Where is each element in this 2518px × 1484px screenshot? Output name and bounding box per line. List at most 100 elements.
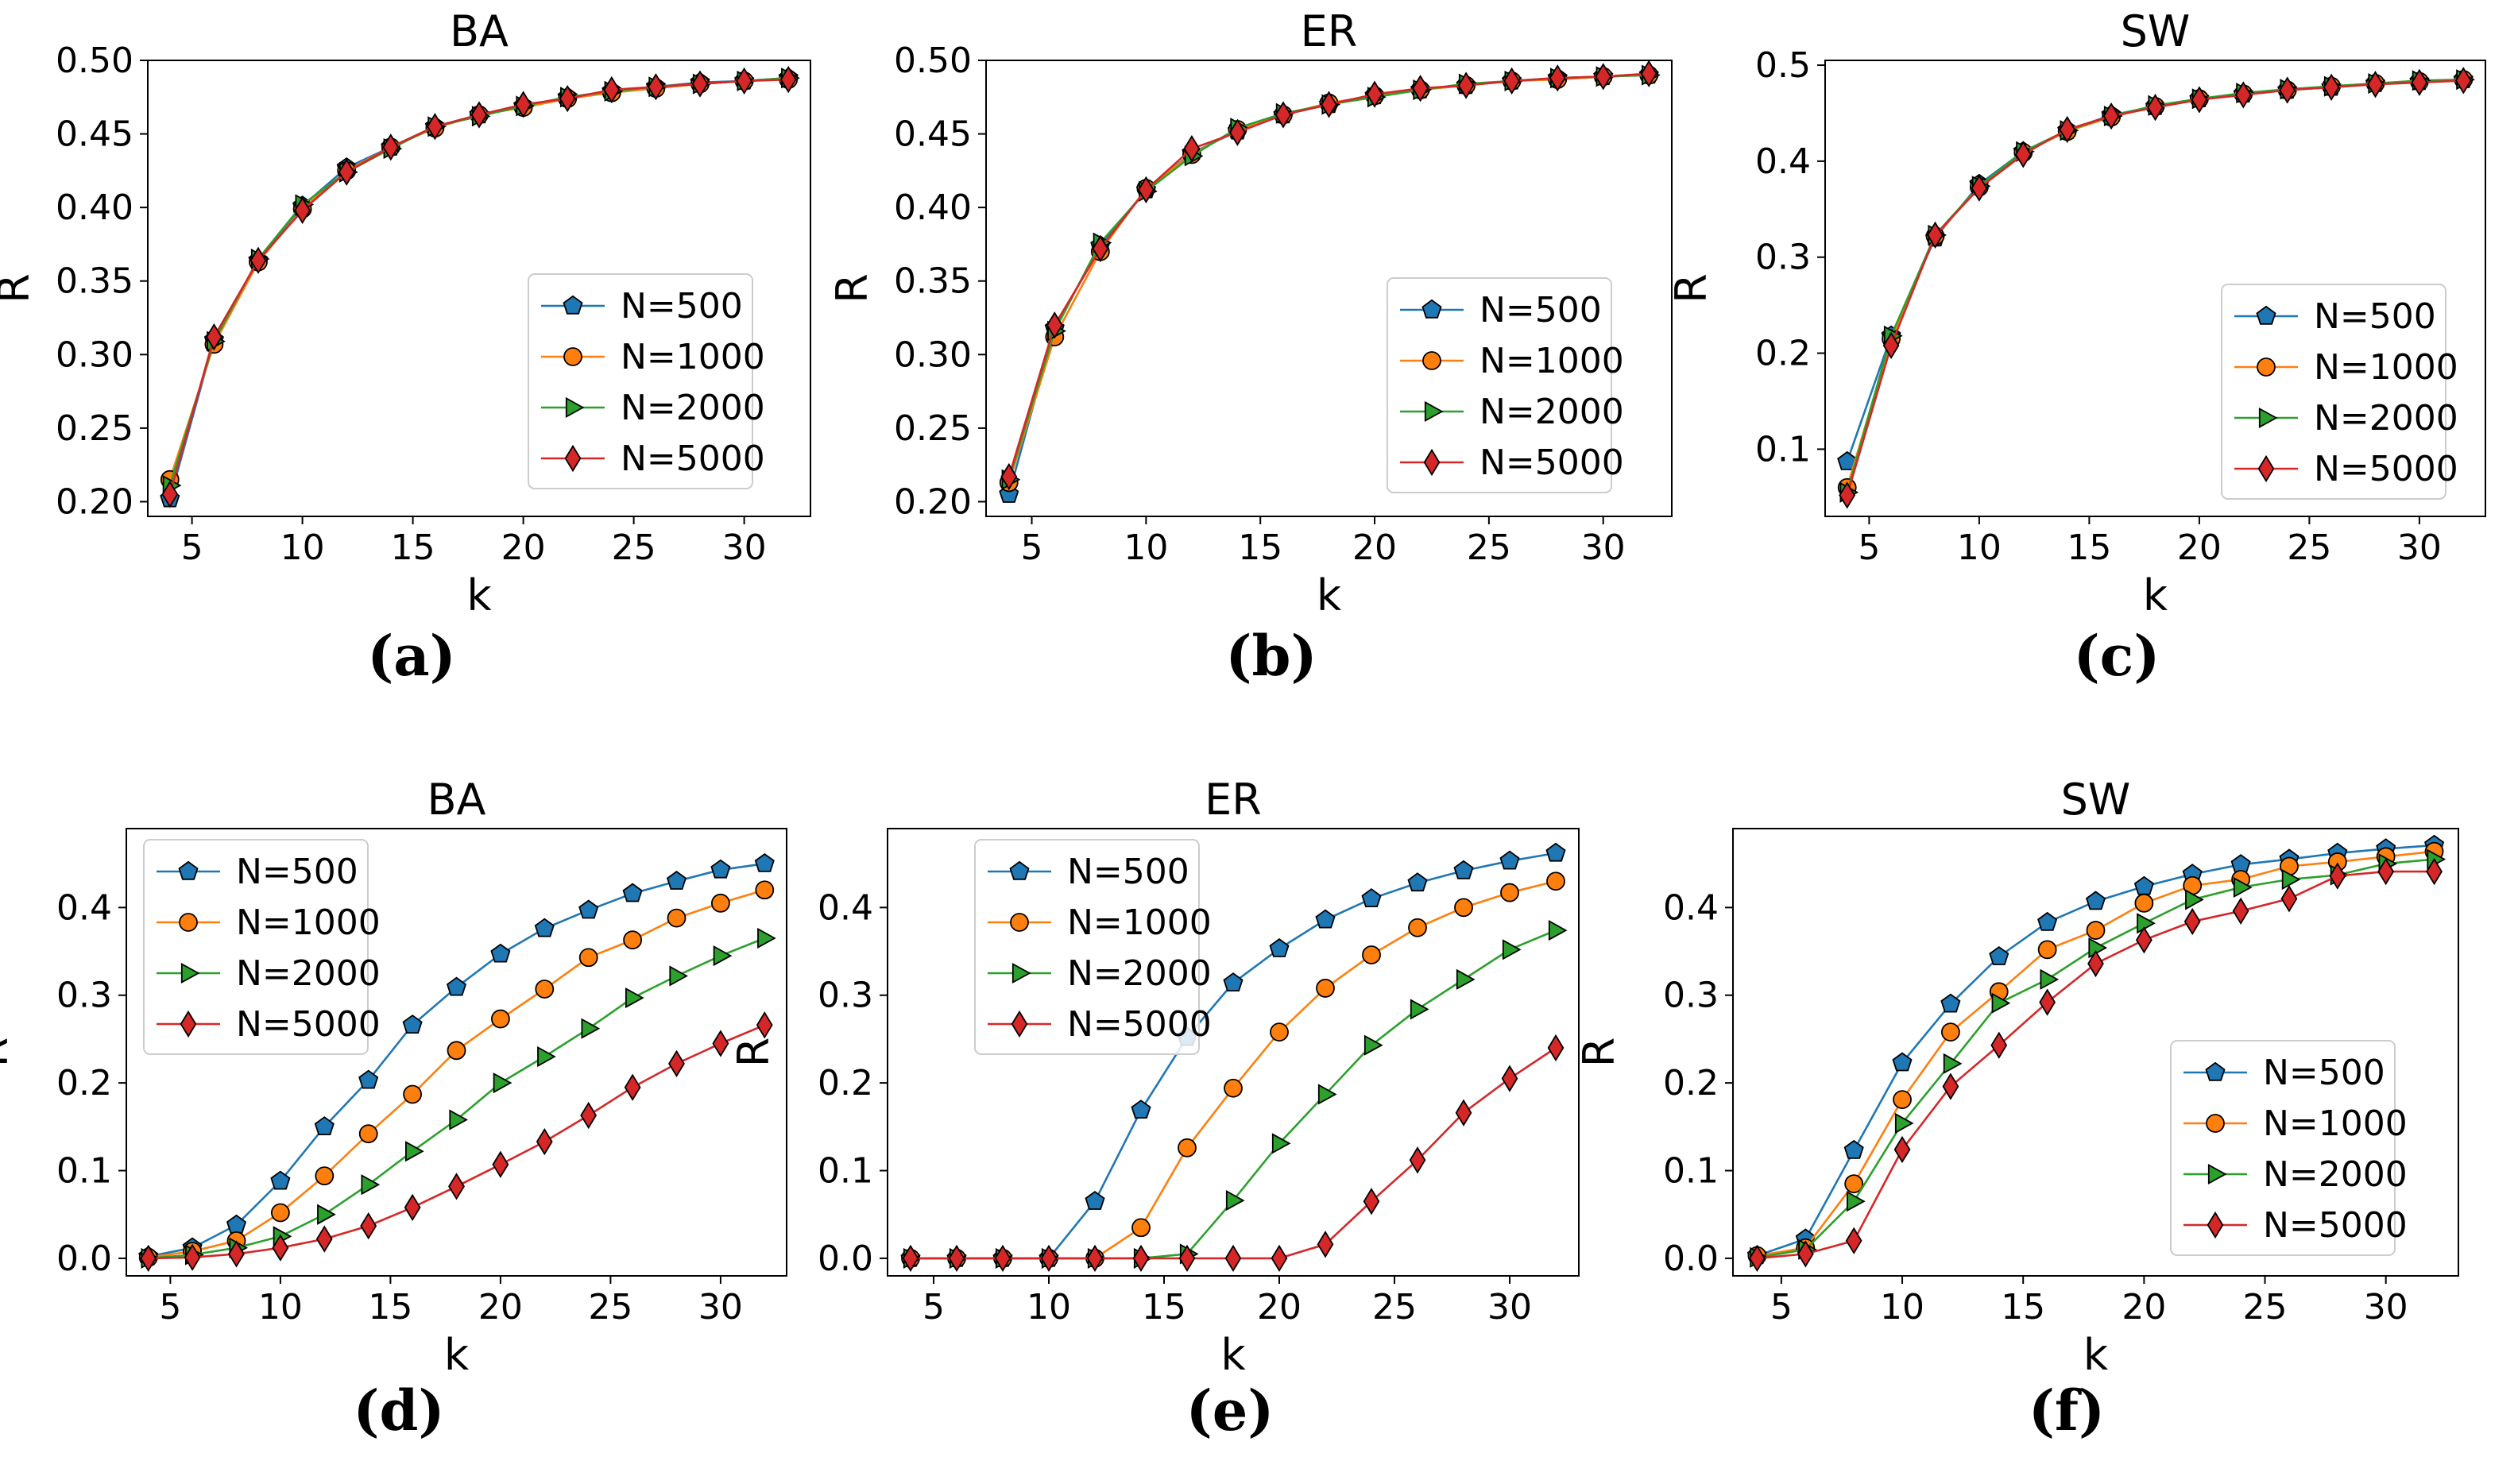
data-point-N2000 xyxy=(404,1141,424,1162)
y-tick-label: 0.3 xyxy=(56,976,112,1016)
y-tick-label: 0.0 xyxy=(818,1239,873,1279)
y-tick-label: 0.2 xyxy=(56,1063,112,1103)
x-tick-label: 10 xyxy=(1027,1287,1071,1327)
legend-marker-N500 xyxy=(178,860,199,880)
legend-label: N=2000 xyxy=(1067,953,1212,994)
data-point-N2000 xyxy=(2040,968,2060,990)
panel-label: (d) xyxy=(353,1378,444,1443)
data-point-N500 xyxy=(2037,911,2058,931)
y-axis-label: R xyxy=(0,273,39,303)
chart-title: SW xyxy=(2121,6,2191,56)
data-point-N2000 xyxy=(713,945,733,967)
legend-label: N=5000 xyxy=(236,1004,381,1045)
data-point-N5000 xyxy=(272,1234,289,1262)
data-point-N2000 xyxy=(1456,968,1476,990)
y-tick-label: 0.4 xyxy=(818,887,873,928)
y-tick-label: 0.3 xyxy=(1755,238,1811,278)
x-tick-label: 20 xyxy=(1352,528,1397,568)
data-point-N5000 xyxy=(736,67,753,95)
legend-marker-N1000 xyxy=(2206,1114,2225,1133)
data-point-N1000 xyxy=(623,930,642,950)
legend-label: N=5000 xyxy=(621,439,765,479)
data-point-N1000 xyxy=(711,893,730,913)
legend-label: N=1000 xyxy=(236,902,381,943)
data-point-N5000 xyxy=(948,1244,965,1273)
x-tick-label: 30 xyxy=(1487,1287,1532,1327)
data-point-N5000 xyxy=(1797,1240,1814,1268)
legend-marker-N2000 xyxy=(2258,407,2278,429)
y-tick-label: 0.3 xyxy=(1663,976,1719,1016)
data-point-N1000 xyxy=(1500,883,1519,902)
legend-marker-N1000 xyxy=(1010,913,1029,932)
legend-box xyxy=(974,839,1200,1055)
y-axis-label: R xyxy=(729,1038,779,1068)
legend-box xyxy=(2170,1040,2396,1256)
data-point-N5000 xyxy=(2135,926,2152,954)
x-tick-label: 10 xyxy=(1880,1287,1924,1327)
data-point-N5000 xyxy=(1455,1099,1472,1127)
chart-title: BA xyxy=(450,6,509,56)
data-point-N2000 xyxy=(1548,919,1568,941)
data-point-N1000 xyxy=(1270,1022,1289,1042)
data-point-N5000 xyxy=(1137,176,1155,204)
data-point-N5000 xyxy=(1971,174,1988,202)
data-point-N5000 xyxy=(1990,1031,2008,1059)
data-point-N2000 xyxy=(2137,913,2156,934)
legend-marker-N500 xyxy=(1421,299,1442,319)
data-point-N1000 xyxy=(578,948,598,968)
y-tick-label: 0.30 xyxy=(894,334,972,375)
plot-frame xyxy=(1824,60,2486,517)
x-tick-label: 10 xyxy=(1957,528,2002,568)
x-tick-label: 5 xyxy=(181,528,203,568)
data-point-N500 xyxy=(578,899,599,919)
data-point-N5000 xyxy=(691,70,709,98)
plot-frame xyxy=(985,60,1673,517)
data-point-N500 xyxy=(1407,872,1428,892)
data-point-N500 xyxy=(1131,1099,1151,1119)
data-point-N5000 xyxy=(580,1101,598,1130)
legend-marker-N1000 xyxy=(1422,351,1441,370)
data-point-N2000 xyxy=(2281,868,2301,891)
data-point-N5000 xyxy=(1366,80,1383,108)
data-point-N5000 xyxy=(184,1243,201,1271)
data-point-N5000 xyxy=(2377,857,2395,886)
y-tick-label: 0.0 xyxy=(1663,1239,1719,1279)
data-point-N5000 xyxy=(228,1240,245,1268)
data-point-N1000 xyxy=(447,1041,466,1061)
x-tick-label: 15 xyxy=(391,528,435,568)
data-point-N1000 xyxy=(315,1166,335,1186)
data-point-N5000 xyxy=(1503,67,1521,95)
legend-label: N=1000 xyxy=(621,337,765,377)
data-point-N500 xyxy=(1892,1052,1913,1072)
y-tick-label: 0.3 xyxy=(818,976,873,1016)
data-point-N1000 xyxy=(1844,1174,1864,1193)
legend-marker-N2000 xyxy=(565,396,585,419)
legend-label: N=500 xyxy=(621,286,743,327)
data-point-N5000 xyxy=(756,1011,773,1039)
data-point-N2000 xyxy=(1894,1112,1914,1134)
data-point-N500 xyxy=(1315,909,1336,929)
x-tick-label: 25 xyxy=(1372,1287,1417,1327)
data-point-N1000 xyxy=(403,1084,422,1104)
data-point-N5000 xyxy=(1229,118,1246,146)
data-point-N500 xyxy=(1085,1190,1105,1210)
x-tick-label: 30 xyxy=(2397,528,2442,568)
panel-label: (f) xyxy=(2029,1378,2105,1443)
data-point-N2000 xyxy=(493,1072,512,1094)
data-point-N5000 xyxy=(2367,71,2384,99)
y-tick-label: 0.1 xyxy=(818,1151,873,1192)
data-point-N1000 xyxy=(1408,918,1427,937)
legend-marker-N5000 xyxy=(2257,454,2275,483)
data-point-N500 xyxy=(314,1116,335,1135)
x-tick-label: 25 xyxy=(588,1287,632,1327)
legend-marker-N5000 xyxy=(1423,448,1441,477)
y-tick-label: 0.1 xyxy=(56,1151,112,1192)
y-tick-label: 0.2 xyxy=(1755,334,1811,374)
data-point-N500 xyxy=(1361,888,1382,907)
data-point-N5000 xyxy=(1000,462,1018,491)
data-point-N2000 xyxy=(1317,1084,1337,1105)
data-point-N2000 xyxy=(2088,937,2108,959)
data-point-N1000 xyxy=(270,1203,290,1223)
data-point-N2000 xyxy=(2185,889,2204,910)
data-point-N2000 xyxy=(625,987,644,1009)
